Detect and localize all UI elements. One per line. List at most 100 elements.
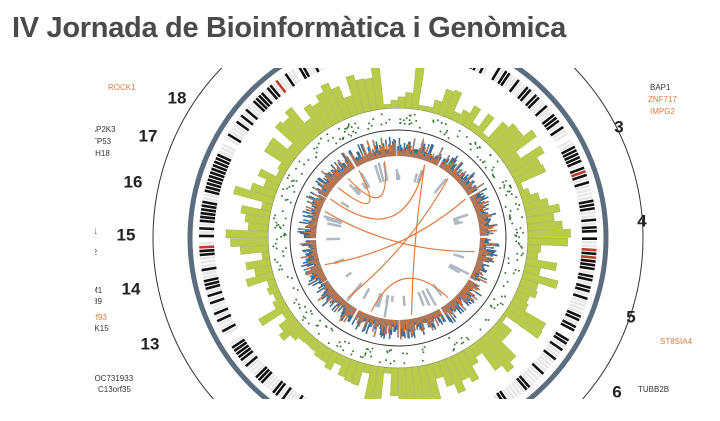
coverage-bar [342,305,353,319]
scatter-dot [514,268,517,271]
scatter-dot [453,343,456,346]
scatter-dot [337,127,340,130]
coverage-bar [473,200,486,207]
scatter-dot [432,120,435,123]
coverage-bar [460,176,471,186]
scatter-dot [432,119,435,122]
coverage-bar [475,207,483,211]
link-curve [337,170,371,205]
ideogram-band [201,266,217,272]
ideogram-band [516,377,528,391]
ideogram-band [566,159,582,168]
ideogram-band [278,77,290,92]
inner-bar [345,271,353,278]
coverage-bar [307,258,319,263]
coverage-bar [361,156,366,164]
coverage-bar [463,287,473,295]
scatter-dot [503,184,506,187]
ideogram-band [547,343,561,355]
ideogram-band [481,68,488,76]
scatter-dot [504,180,507,183]
ideogram-band [577,195,593,202]
coverage-bar [428,159,431,163]
ideogram-band [233,341,248,353]
histogram-wedge [244,214,270,225]
coverage-bar [317,271,324,276]
inner-bar [448,265,461,274]
ideogram-band [581,218,597,223]
ideogram-band [514,83,526,98]
coverage-bar [425,153,429,162]
ideogram-band [200,211,216,217]
ideogram-band [202,273,218,279]
coverage-bar [476,212,483,216]
ideogram-band [290,390,298,399]
ideogram-band [240,350,254,362]
coverage-bar [445,304,455,316]
ideogram-band [508,79,520,93]
coverage-bar [376,152,380,159]
coverage-bar [468,279,480,287]
scatter-dot [317,332,320,335]
coverage-bar [430,312,434,317]
scatter-dot [493,298,496,301]
histogram-wedge [278,314,298,332]
coverage-bar [447,168,452,174]
coverage-bar [377,317,381,326]
ideogram-band [311,68,317,75]
ideogram-band [491,68,501,81]
scatter-dot [295,298,298,301]
coverage-bar [465,187,470,192]
ideogram-band [443,45,447,60]
ideogram-band [284,73,296,87]
coverage-bar [338,171,344,178]
chromosome-label: 18 [168,88,187,107]
scatter-dot [489,153,492,156]
ideogram-band [579,203,595,209]
scatter-dot [338,341,341,344]
histogram-wedge [502,151,521,168]
scatter-dot [370,124,373,127]
coverage-bar [320,170,337,185]
scatter-dot [307,159,310,162]
coverage-bar [310,248,317,251]
histogram-wedge [524,203,561,218]
ideogram-band [245,108,259,121]
histogram-wedge [451,353,470,381]
scatter-dot [347,342,350,345]
histogram-wedge [521,192,541,205]
coverage-bar [440,163,444,169]
coverage-bar [343,306,355,323]
histogram-wedge [277,162,289,174]
histogram-wedge [404,92,413,109]
ideogram-band [487,397,490,399]
scatter-dot [331,136,334,139]
histogram-wedge [247,222,269,232]
coverage-bar [387,319,390,326]
coverage-bar [448,301,456,310]
coverage-bar [308,246,317,248]
coverage-bar [371,152,375,160]
coverage-bar [311,265,321,270]
ideogram-band [578,199,594,205]
histogram-wedge [239,245,269,255]
coverage-bar [452,171,458,178]
coverage-bar [479,225,489,228]
histogram-wedge [364,77,378,112]
scatter-dot [359,355,362,358]
coverage-bar [450,161,463,176]
coverage-bar [371,316,375,326]
coverage-bar [477,215,491,220]
gene-label: ROCK1 [108,83,136,92]
coverage-bar [474,267,482,271]
ideogram-band [294,392,301,399]
scatter-dot [317,324,320,327]
scatter-dot [274,242,277,245]
histogram-wedge [431,361,444,379]
coverage-bar [358,312,366,327]
scatter-dot [347,133,350,136]
ideogram-band [532,102,546,115]
outer-ring [152,68,644,399]
ideogram-band [573,177,589,185]
histogram-wedge [233,185,275,205]
